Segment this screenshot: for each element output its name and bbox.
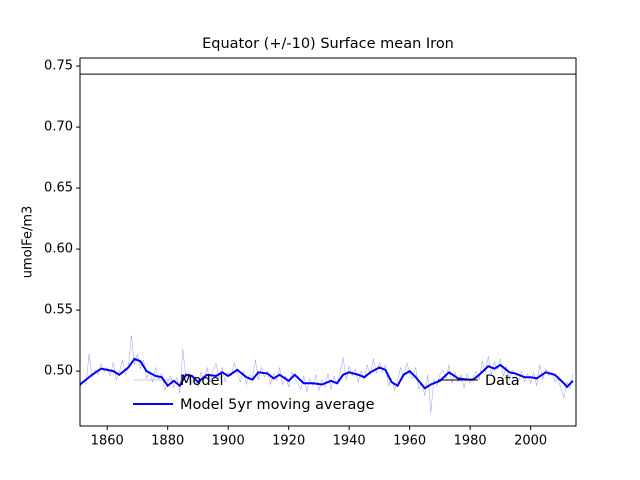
- x-tick-label: 1940: [333, 434, 366, 449]
- chart-title: Equator (+/-10) Surface mean Iron: [202, 36, 454, 52]
- x-tick-label: 1900: [212, 434, 245, 449]
- legend-label: Data: [485, 373, 520, 389]
- y-tick-label: 0.70: [44, 120, 73, 135]
- x-tick-label: 1920: [272, 434, 305, 449]
- y-tick-label: 0.75: [44, 59, 73, 74]
- y-tick-label: 0.55: [44, 303, 73, 318]
- x-tick-label: 1860: [91, 434, 124, 449]
- y-tick-label: 0.60: [44, 242, 73, 257]
- y-tick-label: 0.50: [44, 364, 73, 379]
- x-tick-label: 1980: [454, 434, 487, 449]
- y-axis-label: umolFe/m3: [21, 206, 36, 279]
- x-tick-label: 2000: [514, 434, 547, 449]
- legend-label: Model 5yr moving average: [180, 397, 375, 413]
- series-line: [80, 357, 574, 390]
- y-tick-label: 0.65: [44, 181, 73, 196]
- legend-label: Model: [180, 373, 224, 389]
- x-tick-label: 1960: [393, 434, 426, 449]
- plot-frame: [79, 57, 577, 427]
- x-tick-label: 1880: [151, 434, 184, 449]
